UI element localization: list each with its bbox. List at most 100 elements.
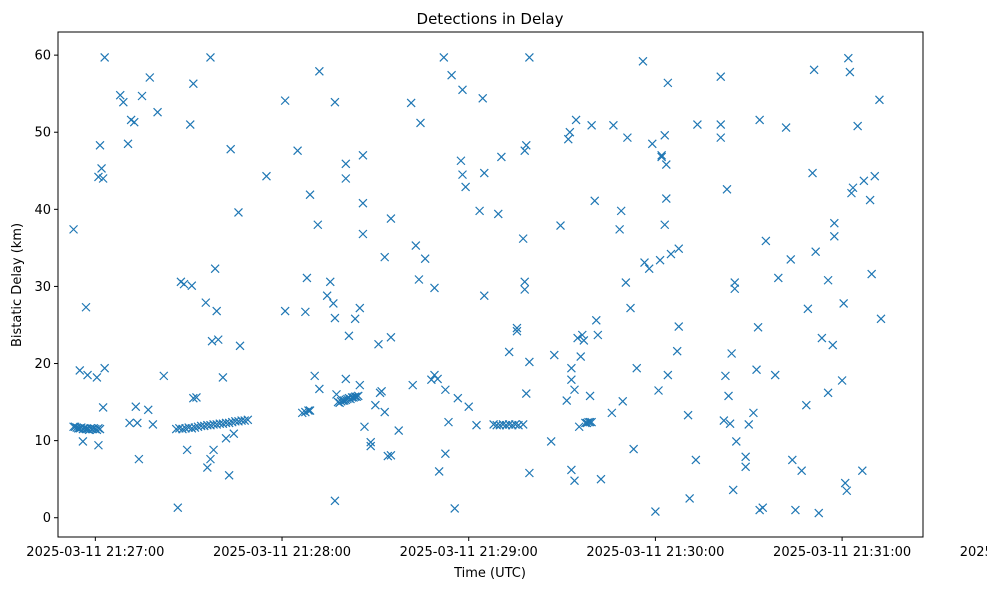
data-point-marker [587, 120, 597, 130]
data-point-marker [458, 85, 467, 95]
data-point-marker [520, 277, 530, 287]
data-point-marker [496, 152, 506, 162]
data-point-marker [661, 194, 671, 203]
data-point-marker [521, 389, 531, 399]
data-point-marker [118, 97, 128, 107]
data-point-marker [562, 396, 572, 405]
data-point-marker [672, 346, 682, 356]
data-point-marker [566, 465, 576, 475]
data-point-marker [683, 410, 693, 420]
data-point-marker [809, 65, 819, 75]
data-point-marker [758, 503, 768, 513]
data-point-marker [98, 174, 108, 183]
data-point-marker [305, 406, 315, 415]
data-point-marker [814, 508, 824, 518]
chart-title: Detections in Delay [417, 10, 564, 28]
data-point-marker [512, 326, 522, 336]
data-point-marker [663, 78, 673, 88]
data-point-marker [596, 474, 606, 484]
data-point-marker [829, 231, 839, 241]
data-point-marker [479, 291, 489, 301]
data-point-marker [464, 402, 474, 412]
y-axis-label: Bistatic Delay (km) [10, 223, 25, 347]
data-point-marker [187, 281, 197, 291]
data-point-marker [83, 370, 92, 380]
data-point-marker [570, 385, 579, 395]
data-point-marker [355, 380, 365, 390]
data-point-marker [406, 98, 416, 108]
data-point-marker [787, 455, 797, 465]
data-point-marker [202, 463, 212, 473]
data-point-marker [629, 444, 639, 454]
data-point-marker [100, 53, 110, 62]
data-point-marker [78, 436, 88, 446]
data-point-marker [325, 277, 335, 287]
data-point-marker [95, 424, 105, 434]
data-point-marker [408, 380, 418, 390]
data-point-marker [593, 330, 603, 340]
data-point-marker [520, 146, 530, 156]
data-point-marker [811, 247, 821, 257]
data-point-marker [188, 79, 198, 89]
y-tick-label: 40 [34, 203, 51, 218]
data-point-marker [94, 440, 103, 450]
data-point-marker [218, 372, 228, 382]
data-point-marker [300, 307, 310, 317]
y-axis-ticks: 0 10 20 30 40 50 60 [34, 49, 58, 526]
data-point-marker [206, 454, 215, 464]
data-point-marker [314, 384, 324, 394]
data-point-marker [184, 423, 194, 432]
data-point-marker [430, 370, 439, 380]
data-point-marker [655, 255, 665, 265]
data-point-marker [330, 313, 340, 323]
data-point-marker [341, 174, 351, 183]
data-point-marker [461, 182, 471, 192]
data-point-marker [501, 420, 511, 430]
data-point-marker [475, 206, 485, 216]
data-point-marker [727, 349, 737, 358]
data-point-marker [188, 393, 198, 403]
data-point-marker [867, 269, 877, 279]
y-tick-label: 0 [43, 511, 51, 526]
data-point-marker [730, 284, 740, 294]
data-point-marker [590, 196, 600, 206]
data-point-marker [591, 315, 601, 325]
data-point-marker [823, 388, 833, 398]
data-point-marker [350, 314, 360, 324]
y-tick-label: 30 [34, 280, 51, 295]
data-point-marker [563, 134, 573, 144]
data-point-marker [845, 67, 855, 77]
data-point-marker [761, 236, 771, 246]
data-point-marker [615, 224, 625, 234]
data-point-marker [386, 214, 396, 224]
data-point-marker [338, 396, 348, 405]
data-point-marker [744, 420, 754, 429]
data-point-marker [366, 437, 376, 447]
data-point-marker [229, 429, 239, 439]
data-point-marker [716, 133, 726, 143]
data-point-marker [725, 419, 735, 429]
data-point-marker [621, 278, 631, 287]
data-point-marker [330, 496, 340, 506]
data-point-marker [829, 218, 839, 228]
data-point-marker [125, 418, 134, 428]
data-point-marker [622, 133, 632, 143]
data-point-marker [663, 370, 673, 380]
data-point-marker [479, 168, 489, 178]
data-point-marker [171, 424, 181, 434]
data-point-marker [504, 347, 514, 357]
data-point-marker [92, 372, 102, 382]
data-point-marker [808, 168, 817, 178]
data-point-marker [584, 417, 593, 427]
data-point-marker [801, 400, 811, 410]
data-point-marker [394, 426, 404, 436]
data-point-marker [587, 417, 597, 427]
data-point-marker [577, 330, 587, 340]
data-point-marker [674, 244, 684, 254]
data-point-marker [512, 323, 522, 333]
data-point-marker [69, 224, 78, 234]
x-tick-label: 2025-03-11 21:29:00 [400, 545, 538, 560]
data-point-marker [330, 97, 340, 107]
data-point-marker [145, 73, 155, 82]
data-point-marker [129, 117, 139, 127]
